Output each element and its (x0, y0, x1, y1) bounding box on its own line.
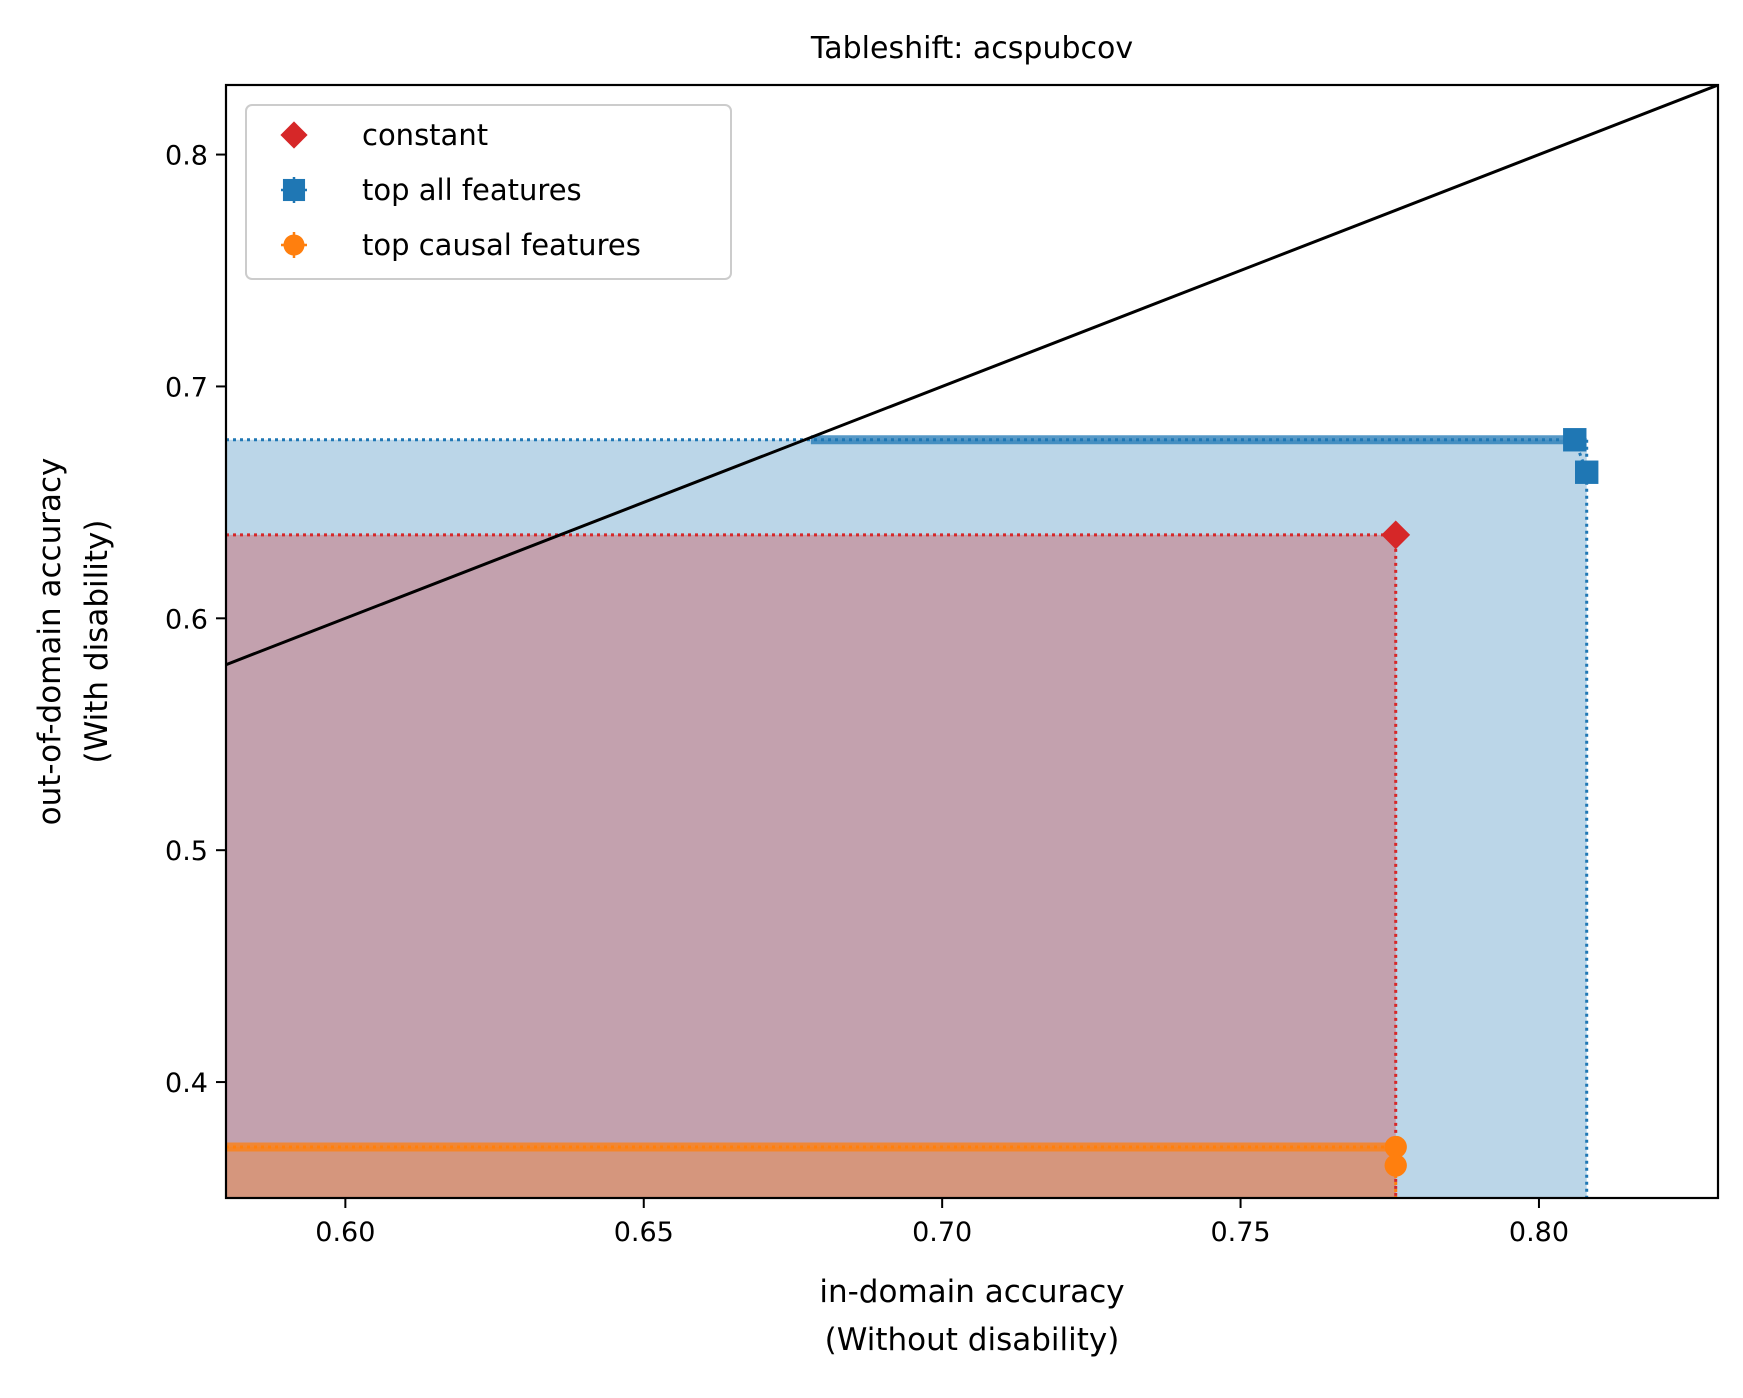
point-top-all-features-0 (1563, 428, 1587, 452)
x-tick-label: 0.70 (912, 1217, 972, 1248)
point-top-causal-features-0 (1384, 1135, 1407, 1159)
y-tick-label: 0.5 (165, 836, 208, 867)
x-tick-label: 0.65 (614, 1217, 674, 1248)
axes: 0.60 0.65 0.70 0.75 0.80 0.4 0.5 0.6 0.7 0.8 in-do… (32, 83, 1720, 1358)
x-axis-label: in-domain accuracy (819, 1274, 1124, 1310)
diagonal-line (226, 85, 1718, 667)
point-top-all-features-1 (1575, 460, 1599, 484)
legend-marker-constant (280, 121, 308, 149)
legend-label-top-all-features: top all features (362, 173, 582, 207)
plot-frame (224, 83, 1720, 1200)
plot-area (226, 85, 1718, 1198)
y-tick-label: 0.6 (165, 604, 208, 635)
y-axis-label-sub: (With disability) (79, 520, 115, 764)
legend-label-top-causal-features: top causal features (362, 228, 641, 262)
x-tick-label: 0.60 (315, 1217, 375, 1248)
legend-marker-top-causal-features (283, 234, 305, 256)
x-tick-label: 0.80 (1509, 1217, 1569, 1248)
plot-content (226, 85, 1718, 1198)
region-top-causal-features (226, 1146, 1396, 1198)
y-tick-label: 0.7 (165, 372, 208, 403)
x-tick-label: 0.75 (1210, 1217, 1270, 1248)
point-constant-0 (1381, 520, 1411, 550)
y-tick-label: 0.8 (165, 141, 208, 172)
chart-title: Tableshift: acspubcov (810, 31, 1133, 66)
x-axis-label-sub: (Without disability) (825, 1322, 1120, 1358)
region-constant (226, 534, 1396, 1198)
region-top-all-features (226, 439, 1587, 1198)
y-axis-label: out-of-domain accuracy (32, 458, 68, 826)
legend: constant top all features top causal featu… (245, 104, 732, 280)
legend-box (245, 104, 732, 280)
point-top-causal-features-1 (1384, 1154, 1407, 1177)
legend-marker-top-all-features (282, 178, 306, 202)
legend-label-constant: constant (362, 118, 488, 152)
y-tick-label: 0.4 (165, 1068, 208, 1099)
